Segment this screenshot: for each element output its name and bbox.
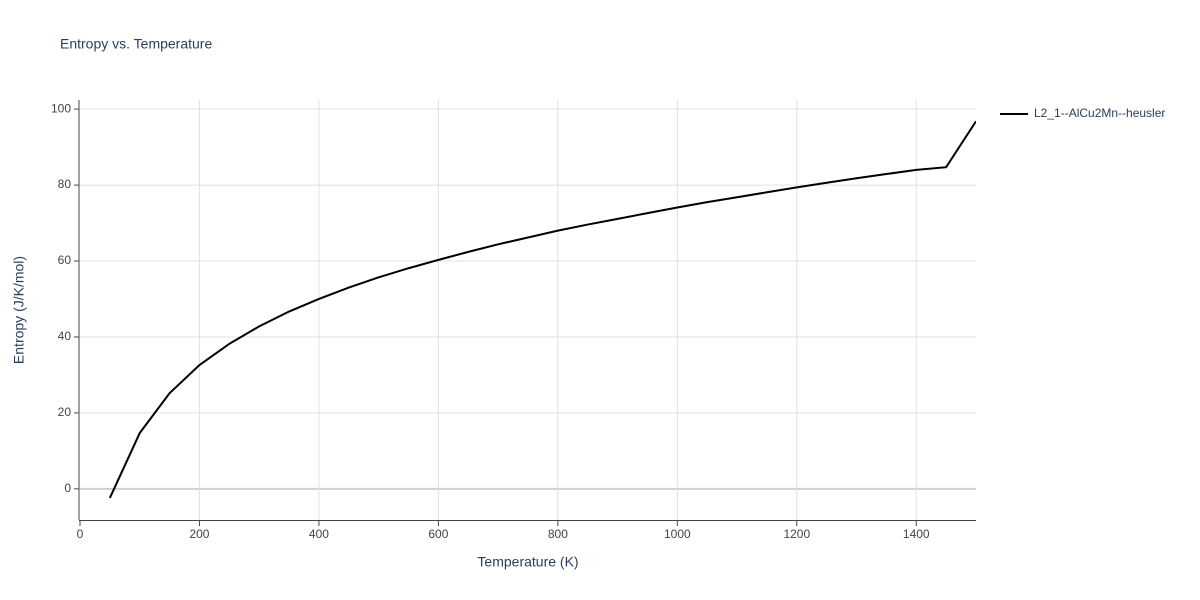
y-axis-title: Entropy (J/K/mol) (11, 256, 27, 364)
x-axis-title: Temperature (K) (477, 554, 578, 570)
chart-title: Entropy vs. Temperature (60, 36, 212, 52)
y-tick-label: 100 (51, 101, 71, 115)
x-tick-label: 1400 (903, 527, 930, 541)
line-series (108, 120, 976, 499)
y-tick-label: 80 (58, 177, 72, 191)
y-tick-label: 0 (64, 481, 71, 495)
x-tick-label: 1000 (664, 527, 691, 541)
y-tick-label: 60 (58, 253, 72, 267)
x-tick-label: 200 (189, 527, 209, 541)
x-tick-label: 800 (548, 527, 568, 541)
x-tick-label: 400 (309, 527, 329, 541)
y-tick-label: 20 (58, 405, 72, 419)
x-tick-label: 0 (77, 527, 84, 541)
x-tick-label: 1200 (783, 527, 810, 541)
legend-text: L2_1--AlCu2Mn--heusler (1034, 106, 1165, 120)
x-tick-label: 600 (428, 527, 448, 541)
y-tick-label: 40 (58, 329, 72, 343)
